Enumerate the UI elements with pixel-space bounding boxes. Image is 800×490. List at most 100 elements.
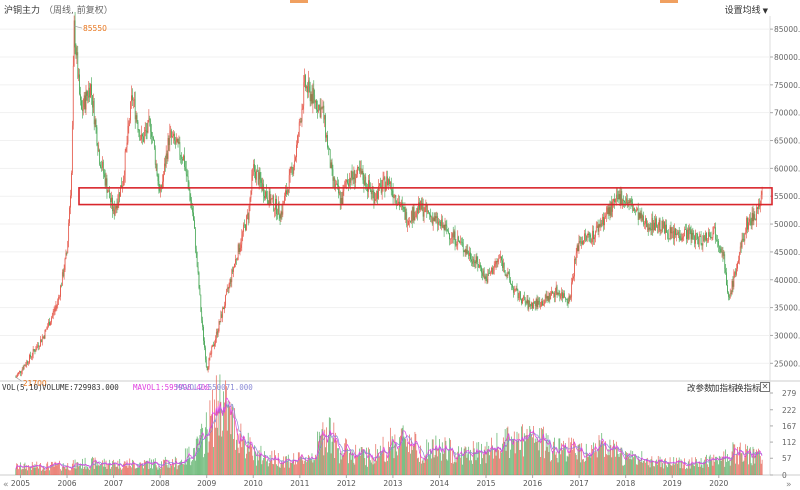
volume-bar xyxy=(292,459,294,475)
volume-bar xyxy=(688,459,690,475)
y-tick-label: 70000.0 xyxy=(774,109,800,118)
candle-up xyxy=(123,179,124,186)
candle-down xyxy=(569,296,571,299)
volume-bar xyxy=(92,456,93,475)
candle-down xyxy=(30,354,31,358)
close-icon[interactable]: ✕ xyxy=(760,382,770,392)
volume-bar xyxy=(647,465,649,475)
volume-bar xyxy=(494,449,496,475)
volume-bar xyxy=(524,441,526,475)
candle-up xyxy=(299,121,301,123)
candle-down xyxy=(508,271,510,274)
candle-up xyxy=(731,281,733,294)
candle-up xyxy=(355,177,357,183)
volume-bar xyxy=(331,441,333,475)
volume-bar xyxy=(394,434,396,475)
candle-up xyxy=(537,300,539,308)
volume-bar xyxy=(104,466,106,475)
candle-up xyxy=(348,178,350,187)
volume-bar xyxy=(70,470,71,475)
volume-bar xyxy=(129,458,131,475)
candle-up xyxy=(229,279,231,284)
add-indicator-button[interactable]: 加指标 xyxy=(711,384,737,394)
volume-bar xyxy=(159,467,161,475)
volume-bar xyxy=(375,444,377,475)
volume-bar xyxy=(492,458,494,475)
candle-down xyxy=(467,249,469,254)
candle-down xyxy=(365,176,367,188)
volume-bar xyxy=(317,441,319,475)
volume-bar xyxy=(607,448,609,475)
volume-bar xyxy=(481,443,482,475)
volume-bar xyxy=(274,450,275,475)
volume-bar xyxy=(267,466,269,475)
candle-down xyxy=(492,267,493,274)
candle-down xyxy=(22,368,24,370)
change-params-button[interactable]: 改参数 xyxy=(687,384,713,394)
volume-bar xyxy=(110,468,111,475)
candle-up xyxy=(45,329,47,331)
set-moving-average-button[interactable]: 设置均线 ▼ xyxy=(725,3,768,16)
volume-bar xyxy=(654,466,655,475)
volume-bar xyxy=(65,469,67,475)
volume-bar xyxy=(78,466,80,475)
candle-down xyxy=(256,170,258,172)
volume-bar xyxy=(142,463,143,475)
volume-bar xyxy=(66,465,68,475)
volume-bar xyxy=(38,468,39,475)
scroll-left-button[interactable]: « xyxy=(3,480,9,490)
candle-down xyxy=(132,95,133,101)
scroll-right-button[interactable]: » xyxy=(786,480,792,490)
candle-up xyxy=(218,321,220,331)
volume-bar xyxy=(604,456,605,475)
volume-bar xyxy=(470,449,471,475)
candle-down xyxy=(662,220,664,228)
vol-indicator-label[interactable]: VOL(5,10) xyxy=(2,383,43,392)
volume-bar xyxy=(246,444,248,475)
volume-bar xyxy=(653,466,655,475)
volume-bar xyxy=(424,456,426,475)
candle-up xyxy=(466,249,468,254)
volume-bar xyxy=(240,423,242,475)
candle-down xyxy=(387,176,388,186)
candle-down xyxy=(328,148,330,150)
volume-bar xyxy=(173,463,174,475)
candle-up xyxy=(573,276,574,279)
candle-up xyxy=(418,202,419,214)
volume-bar xyxy=(750,463,752,475)
volume-bar xyxy=(482,458,483,475)
volume-bar xyxy=(229,402,231,475)
candle-up xyxy=(228,283,230,289)
y-tick-label: 75000.0 xyxy=(774,81,800,90)
volume-bar xyxy=(197,438,199,475)
volume-bar xyxy=(734,444,736,475)
candle-up xyxy=(361,170,363,174)
candle-down xyxy=(380,184,382,193)
volume-bar xyxy=(582,459,583,475)
volume-bar xyxy=(81,468,82,475)
volume-bar xyxy=(275,455,276,475)
volume-bar xyxy=(315,454,316,475)
candle-up xyxy=(285,190,286,196)
candle-up xyxy=(243,224,244,233)
volume-bar xyxy=(97,462,99,475)
candle-down xyxy=(319,105,321,118)
candle-down xyxy=(488,272,490,274)
volume-bar xyxy=(60,469,61,475)
switch-indicator-button[interactable]: 换指标 xyxy=(735,384,761,394)
candle-down xyxy=(177,138,179,144)
volume-bar xyxy=(427,458,429,475)
candle-up xyxy=(613,198,614,202)
candle-up xyxy=(583,240,584,245)
volume-bar xyxy=(199,435,201,475)
candle-up xyxy=(265,191,266,199)
volume-bar xyxy=(289,461,291,475)
candle-up xyxy=(47,326,49,329)
candle-up xyxy=(123,175,125,180)
candle-down xyxy=(138,129,140,131)
candle-up xyxy=(568,296,570,304)
candle-down xyxy=(534,303,536,307)
volume-bar xyxy=(637,455,639,475)
volume-bar xyxy=(327,452,328,475)
